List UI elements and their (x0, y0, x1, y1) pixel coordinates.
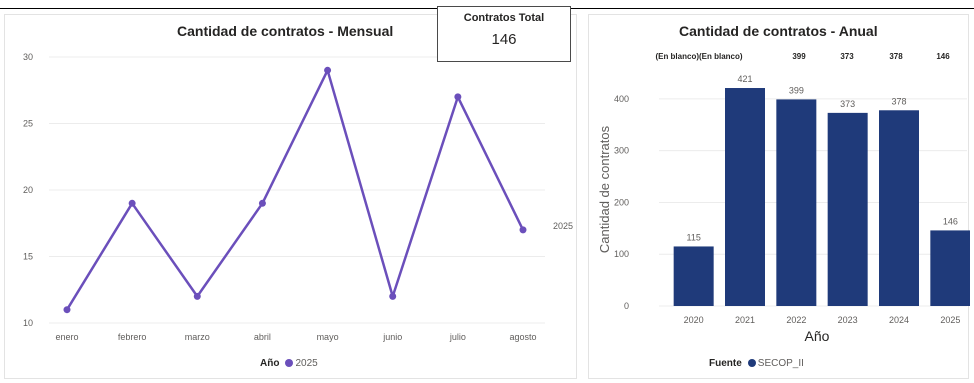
x-tick-label: agosto (509, 332, 536, 342)
bar-data-label: 378 (891, 96, 906, 106)
x-tick-label: 2022 (786, 315, 806, 325)
monthly-legend-entry[interactable]: 2025 (295, 358, 318, 369)
x-tick-label: junio (382, 332, 402, 342)
legend-dot-icon (285, 358, 294, 367)
x-tick-label: julio (449, 332, 466, 342)
y-tick-label: 15 (23, 252, 33, 262)
bar-data-label: 399 (789, 85, 804, 95)
data-point (63, 306, 71, 314)
data-point (193, 292, 201, 300)
x-tick-label: enero (55, 332, 78, 342)
y-tick-label: 300 (614, 146, 629, 156)
x-tick-label: abril (254, 332, 271, 342)
annual-bar-chart: 0 100 200 300 400 115 2020 421 2021 399 2022 373 202… (597, 52, 970, 344)
annual-legend-entry[interactable]: SECOP_II (757, 358, 804, 369)
bar-2020 (673, 246, 714, 306)
contracts-total-card[interactable]: Contratos Total 146 (437, 6, 571, 62)
data-point (128, 199, 136, 207)
y-tick-label: 200 (614, 197, 629, 207)
bar-data-label: 146 (943, 216, 958, 226)
data-point (519, 226, 527, 234)
x-tick-label: 2021 (735, 315, 755, 325)
series-end-label: 2025 (553, 221, 573, 231)
x-tick-label: 2020 (684, 315, 704, 325)
data-point (454, 93, 462, 101)
bar-data-label: 373 (840, 99, 855, 109)
bar-2024 (879, 110, 919, 306)
bar-2025 (930, 230, 970, 306)
monthly-legend-title: Año (260, 358, 280, 369)
x-tick-label: 2024 (889, 315, 909, 325)
contracts-total-label: Contratos Total (463, 12, 545, 24)
data-point (324, 66, 332, 74)
annual-legend-title: Fuente (709, 358, 742, 369)
x-tick-label: 2025 (940, 315, 960, 325)
x-tick-label: 2023 (838, 315, 858, 325)
annual-legend: Fuente SECOP_II (709, 358, 804, 369)
contracts-total-value: 146 (491, 31, 517, 48)
bar-2022 (776, 99, 817, 306)
top-label: (En blanco)(En blanco) (655, 52, 742, 61)
x-tick-label: mayo (317, 332, 339, 342)
bar-2023 (827, 112, 868, 306)
annual-chart-title: Cantidad de contratos - Anual (679, 23, 878, 39)
legend-dot-icon (747, 358, 756, 367)
series-line-2025 (65, 69, 525, 311)
bar-2021 (725, 88, 765, 306)
y-tick-label: 100 (614, 249, 629, 259)
bar-data-label: 421 (737, 74, 752, 84)
y-tick-label: 20 (23, 185, 33, 195)
bar-data-label: 115 (686, 232, 700, 242)
monthly-legend: Año 2025 (260, 358, 318, 369)
top-label: 146 (936, 52, 950, 61)
top-label: 373 (840, 52, 854, 61)
data-point (389, 292, 397, 300)
y-tick-label: 30 (23, 52, 33, 62)
y-tick-label: 10 (23, 318, 33, 328)
data-point (258, 199, 266, 207)
top-label: 378 (889, 52, 903, 61)
annual-chart-panel[interactable]: Cantidad de contratos - Anual 0 100 200 300… (588, 14, 970, 379)
y-tick-label: 25 (23, 119, 33, 129)
x-axis-title: Año (805, 328, 830, 344)
x-tick-label: marzo (185, 332, 210, 342)
top-label: 399 (792, 52, 806, 61)
monthly-chart-title: Cantidad de contratos - Mensual (177, 23, 394, 39)
y-tick-label: 400 (614, 94, 629, 104)
x-tick-label: febrero (118, 332, 147, 342)
monthly-chart-panel[interactable]: Cantidad de contratos - Mensual 10 15 20 25… (4, 14, 577, 379)
y-axis-title: Cantidad de contratos (597, 125, 612, 253)
y-tick-label: 0 (624, 301, 629, 311)
